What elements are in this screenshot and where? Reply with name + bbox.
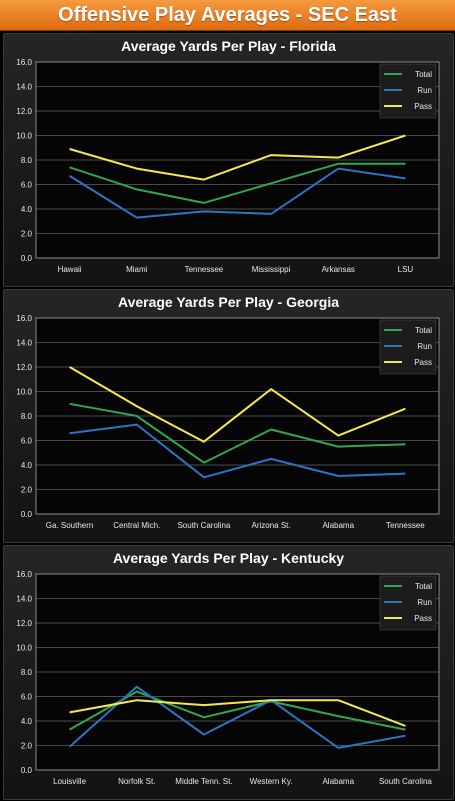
y-tick-label: 10.0 — [16, 388, 32, 397]
y-tick-label: 14.0 — [16, 83, 32, 92]
y-tick-label: 8.0 — [21, 156, 33, 165]
series-line-pass — [69, 699, 406, 727]
chart-kentucky: Average Yards Per Play - Kentucky 0.0 2.0 4… — [16, 550, 440, 786]
x-tick-label: Western Ky. — [250, 777, 293, 786]
y-tick-label: 4.0 — [21, 205, 33, 214]
x-tick-label: Mississippi — [252, 265, 291, 274]
x-tick-label: Norfolk St. — [118, 777, 155, 786]
series-line-run — [69, 423, 406, 479]
y-tick-label: 4.0 — [21, 717, 33, 726]
x-tick-label: Miami — [126, 265, 148, 274]
x-tick-label: Arizona St. — [252, 521, 291, 530]
y-tick-label: 14.0 — [16, 339, 32, 348]
y-tick-label: 12.0 — [16, 363, 32, 372]
plot-border — [35, 61, 440, 259]
chart-title: Average Yards Per Play - Florida — [121, 38, 336, 54]
legend-label: Pass — [414, 614, 432, 623]
y-tick-label: 6.0 — [21, 693, 33, 702]
y-tick-label: 6.0 — [21, 437, 33, 446]
plot-border — [35, 317, 440, 515]
x-tick-label: Tennessee — [185, 265, 224, 274]
series-line-total — [69, 162, 406, 204]
x-tick-label: Middle Tenn. St. — [175, 777, 232, 786]
x-tick-label: Arkansas — [322, 265, 355, 274]
x-tick-label: South Carolina — [379, 777, 432, 786]
legend-label: Run — [417, 342, 432, 351]
chart-title: Average Yards Per Play - Georgia — [118, 294, 339, 310]
chart-panel-florida: Average Yards Per Play - Florida 0.0 2.0 4.… — [3, 33, 454, 287]
y-tick-label: 0.0 — [21, 510, 33, 519]
chart-panel-kentucky: Average Yards Per Play - Kentucky 0.0 2.0 4… — [3, 545, 454, 800]
x-tick-label: Central Mich. — [113, 521, 160, 530]
legend-label: Total — [415, 70, 432, 79]
x-tick-label: Ga. Southern — [46, 521, 94, 530]
legend-label: Total — [415, 326, 432, 335]
legend-label: Pass — [414, 102, 432, 111]
y-tick-label: 12.0 — [16, 107, 32, 116]
y-tick-label: 12.0 — [16, 619, 32, 628]
y-tick-label: 16.0 — [16, 314, 32, 323]
y-tick-label: 0.0 — [21, 766, 33, 775]
x-tick-label: South Carolina — [177, 521, 230, 530]
y-tick-label: 2.0 — [21, 486, 33, 495]
y-tick-label: 0.0 — [21, 254, 33, 263]
chart-panel-georgia: Average Yards Per Play - Georgia 0.0 2.0 4.… — [3, 289, 454, 543]
y-tick-label: 10.0 — [16, 132, 32, 141]
y-tick-label: 16.0 — [16, 58, 32, 67]
chart-title: Average Yards Per Play - Kentucky — [113, 550, 344, 566]
y-tick-label: 16.0 — [16, 570, 32, 579]
series-line-total — [69, 402, 406, 464]
y-tick-label: 4.0 — [21, 461, 33, 470]
y-tick-label: 6.0 — [21, 181, 33, 190]
legend-label: Run — [417, 598, 432, 607]
plot-border — [35, 573, 440, 771]
x-tick-label: Alabama — [322, 777, 354, 786]
chart-georgia: Average Yards Per Play - Georgia 0.0 2.0 4.… — [16, 294, 440, 530]
y-tick-label: 8.0 — [21, 668, 33, 677]
series-line-run — [69, 167, 406, 219]
y-tick-label: 2.0 — [21, 742, 33, 751]
y-tick-label: 2.0 — [21, 230, 33, 239]
x-tick-label: Louisville — [53, 777, 86, 786]
x-tick-label: Alabama — [322, 521, 354, 530]
chart-florida: Average Yards Per Play - Florida 0.0 2.0 4.… — [16, 38, 440, 274]
legend-label: Total — [415, 582, 432, 591]
x-tick-label: Hawaii — [58, 265, 82, 274]
series-line-pass — [69, 134, 406, 181]
series-line-run — [68, 685, 406, 749]
banner-title: Offensive Play Averages - SEC East — [0, 0, 455, 31]
x-tick-label: Tennessee — [386, 521, 425, 530]
y-tick-label: 8.0 — [21, 412, 33, 421]
y-tick-label: 14.0 — [16, 595, 32, 604]
y-tick-label: 10.0 — [16, 644, 32, 653]
x-tick-label: LSU — [398, 265, 414, 274]
legend-label: Pass — [414, 358, 432, 367]
series-line-pass — [69, 366, 406, 443]
legend-label: Run — [417, 86, 432, 95]
